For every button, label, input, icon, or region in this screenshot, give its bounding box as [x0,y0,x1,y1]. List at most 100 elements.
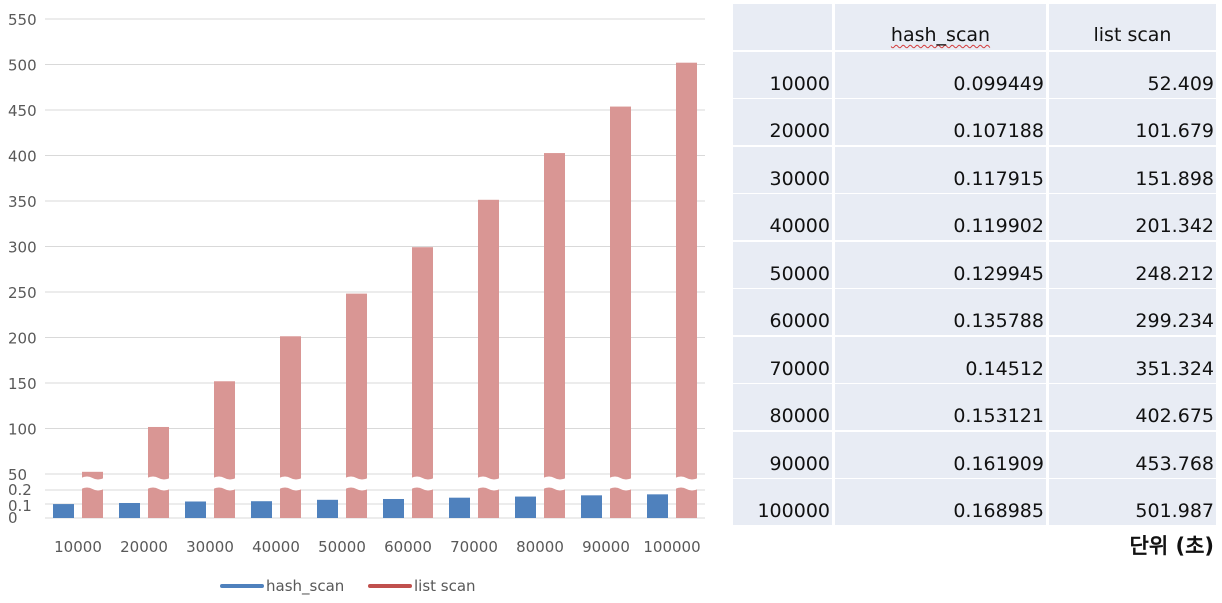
cell-value: 0.129945 [953,262,1044,285]
axis-break-mark [477,476,500,491]
table-cell: 10000 [733,51,832,98]
table-cell: 100000 [733,479,832,525]
table-cell: 201.342 [1049,194,1216,240]
table-cell: 30000 [733,146,832,193]
table-cell: 50000 [733,241,832,288]
table-row: 20000 0.107188 101.679 [733,99,1216,145]
cell-value: 80000 [769,405,830,427]
table-cell: 151.898 [1049,146,1216,193]
table-cell: 0.117915 [835,146,1046,193]
y-tick-label: 400 [8,148,37,166]
bar-list-scan-20000 [148,426,169,518]
table-cell: 0.135788 [835,289,1046,335]
y-tick-labels: 00.10.250 100 150 200 250 300 350 400 450 500 550 [8,11,37,527]
cell-value: 90000 [769,452,830,475]
cell-value: 70000 [769,357,830,380]
cell-value: 50000 [769,262,830,285]
bar-list-scan-40000 [280,336,301,518]
table-cell: hash_scan [835,4,1046,50]
cell-value: 0.107188 [953,120,1044,142]
cell-value: 101.679 [1135,120,1214,142]
x-tick-labels: 10000 20000 30000 40000 50000 60000 70000 80000… [54,538,700,556]
cell-value: 351.324 [1135,357,1214,380]
column-header: hash_scan [890,24,991,46]
x-tick-label: 70000 [450,538,498,556]
table-cell: 20000 [733,99,832,145]
legend-label-list-scan: list scan [414,577,476,595]
x-tick-label: 10000 [54,538,102,556]
y-tick-label: 0.2 [8,481,32,499]
bar-hash-scan-90000 [581,495,602,518]
cell-value: 0.119902 [953,215,1044,237]
bar-list-scan-70000 [478,199,499,518]
x-tick-label: 80000 [516,538,564,556]
bar-hash-scan-10000 [53,504,74,518]
bars [53,62,697,519]
y-tick-label: 50 [8,466,27,484]
bar-hash-scan-30000 [185,501,206,518]
bar-hash-scan-50000 [317,499,338,518]
y-tick-label: 450 [8,102,37,120]
table-cell: 0.168985 [835,479,1046,525]
y-tick-label: 550 [8,11,37,29]
y-tick-label: 250 [8,284,37,302]
cell-value: 453.768 [1135,452,1214,475]
table-cell: 248.212 [1049,241,1216,288]
y-tick-label: 200 [8,330,37,348]
cell-value: 402.675 [1135,405,1214,427]
y-tick-label: 300 [8,239,37,257]
table-row: 10000 0.099449 52.409 [733,51,1216,98]
bar-hash-scan-60000 [383,498,404,518]
table-cell: 0.14512 [835,336,1046,383]
x-tick-label: 30000 [186,538,234,556]
table-cell: list scan [1049,4,1216,50]
table-cell: 0.161909 [835,431,1046,478]
cell-value: 201.342 [1135,215,1214,237]
cell-value: 40000 [769,215,830,237]
table-row: 60000 0.135788 299.234 [733,289,1216,335]
axis-break-mark [81,476,104,491]
axis-break-mark [147,476,170,491]
bar-hash-scan-20000 [119,502,140,518]
cell-value: 0.135788 [953,310,1044,332]
table-row: 80000 0.153121 402.675 [733,384,1216,430]
cell-value: 52.409 [1147,72,1214,95]
y-tick-label: 150 [8,375,37,393]
table-cell: 299.234 [1049,289,1216,335]
cell-value: 0.117915 [953,167,1044,190]
cell-value: 10000 [769,72,830,95]
bar-list-scan-90000 [610,106,631,519]
y-tick-label: 350 [8,193,37,211]
legend-label-hash-scan: hash_scan [266,577,344,596]
table-cell: 40000 [733,194,832,240]
cell-value: 20000 [769,120,830,142]
y-tick-label: 500 [8,57,37,75]
table-row: 40000 0.119902 201.342 [733,194,1216,240]
column-header: list scan [1093,24,1172,46]
table-cell: 52.409 [1049,51,1216,98]
axis-break-mark [675,476,698,491]
bar-list-scan-100000 [676,62,697,518]
table-header-row: hash_scan list scan [733,4,1216,50]
bar-list-scan-30000 [214,381,235,518]
axis-break-mark [279,476,302,491]
gridlines [45,18,705,519]
bar-list-scan-80000 [544,153,565,519]
table-cell: 70000 [733,336,832,383]
axis-break-mark [411,476,434,491]
table-cell: 90000 [733,431,832,478]
table-row: 30000 0.117915 151.898 [733,146,1216,193]
bar-chart: 00.10.250100150200250300350400450500550 … [8,11,705,596]
axis-break-mark [609,476,632,491]
table-cell: 60000 [733,289,832,335]
x-tick-label: 20000 [120,538,168,556]
bar-hash-scan-70000 [449,497,470,518]
table-cell [733,4,832,50]
table-cell: 101.679 [1049,99,1216,145]
cell-value: 248.212 [1135,262,1214,285]
axis-break-mark [345,476,368,491]
table-cell: 0.107188 [835,99,1046,145]
x-tick-label: 50000 [318,538,366,556]
axis-breaks [81,476,698,491]
cell-value: 0.099449 [953,72,1044,95]
